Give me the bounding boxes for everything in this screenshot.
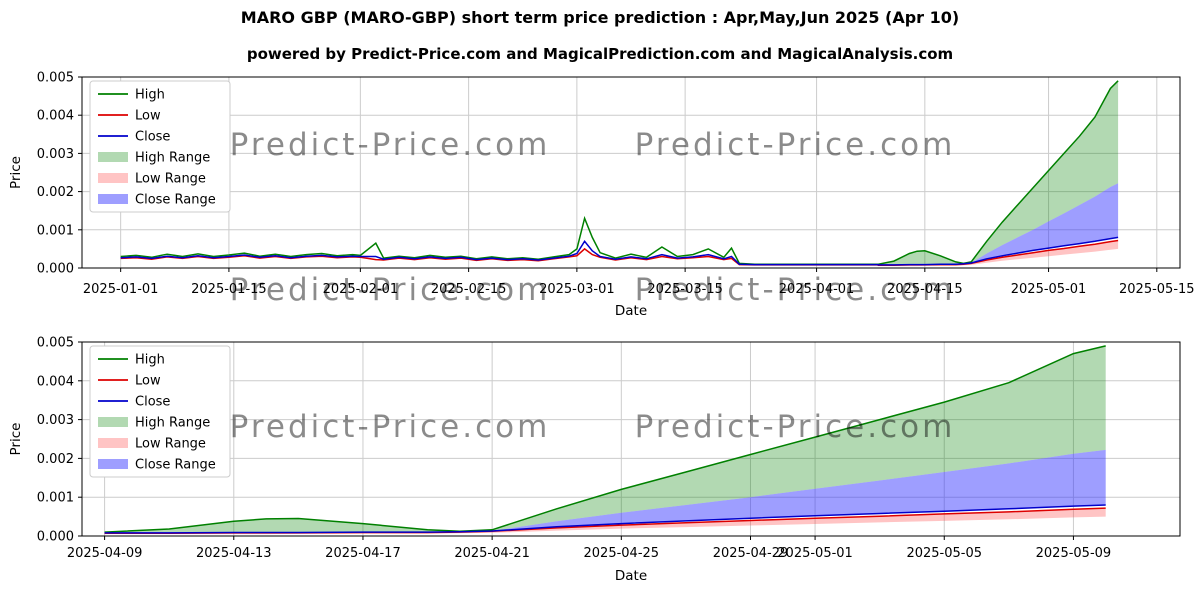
low-range-band (878, 240, 1119, 267)
legend: High Low Close High Range Low Range Close Ran… (89, 80, 231, 213)
legend-label: High (135, 88, 165, 103)
y-tick-label: 0.002 (37, 452, 74, 467)
x-tick-label: 2025-05-01 (1011, 282, 1087, 297)
x-tick-label: 2025-05-15 (1119, 282, 1195, 297)
x-tick-label: 2025-02-15 (431, 282, 507, 297)
x-tick-label: 2025-04-13 (196, 546, 272, 561)
watermark-text: Predict-Price.com (635, 409, 956, 445)
watermark-text: Predict-Price.com (230, 409, 551, 445)
y-tick-label: 0.004 (37, 109, 74, 124)
legend-band-swatch (98, 459, 128, 469)
watermark-text: Predict-Price.com (635, 127, 956, 163)
y-tick-label: 0.004 (37, 374, 74, 389)
axis-ticks: 2025-04-09 2025-04-13 2025-04-17 2025-04-21… (37, 336, 1111, 562)
x-tick-label: 2025-01-15 (191, 282, 267, 297)
high-line (120, 80, 1119, 265)
legend-label: Low Range (135, 437, 206, 452)
legend-label: Close (135, 130, 170, 145)
price-lines (120, 80, 1119, 267)
legend-box (89, 80, 231, 213)
watermark-text: Predict-Price.com (635, 272, 956, 308)
x-tick-label: 2025-01-01 (83, 282, 159, 297)
legend-band-swatch (98, 152, 128, 162)
legend-label: Low (135, 109, 161, 124)
y-tick-label: 0.001 (37, 491, 74, 506)
legend-label: High Range (135, 151, 210, 166)
legend-label: Close Range (135, 458, 216, 473)
plot-border (81, 341, 1181, 537)
price-chart-prediction-zoom: 2025-04-09 2025-04-13 2025-04-17 2025-04-21… (8, 336, 1181, 584)
page-subtitle: powered by Predict-Price.com and Magical… (246, 45, 954, 63)
y-tick-label: 0.005 (37, 336, 74, 351)
y-axis-label: Price (8, 156, 24, 189)
y-tick-label: 0.002 (37, 185, 74, 200)
high-line (104, 345, 1106, 533)
x-axis-label: Date (615, 303, 647, 319)
y-tick-label: 0.005 (37, 71, 74, 86)
watermark-text: Predict-Price.com (230, 127, 551, 163)
legend-band-swatch (98, 417, 128, 427)
close-line (120, 236, 1119, 266)
low-range-band (104, 508, 1106, 535)
close-range-band (878, 183, 1119, 265)
x-tick-label: 2025-05-01 (777, 546, 853, 561)
y-tick-label: 0.003 (37, 413, 74, 428)
legend-label: Low (135, 374, 161, 389)
x-tick-label: 2025-04-21 (454, 546, 530, 561)
price-chart-history-and-prediction: 2025-01-01 2025-01-15 2025-02-01 2025-02-15… (8, 71, 1195, 320)
legend-band-swatch (98, 438, 128, 448)
low-line (120, 239, 1119, 267)
legend-label: Low Range (135, 172, 206, 187)
y-tick-label: 0.003 (37, 147, 74, 162)
x-axis-label: Date (615, 568, 647, 584)
plot-border (81, 76, 1181, 269)
legend-label: Close Range (135, 193, 216, 208)
x-tick-label: 2025-03-01 (539, 282, 615, 297)
legend-label: Close (135, 395, 170, 410)
close-line (104, 504, 1106, 534)
watermark-text: Predict-Price.com (230, 272, 551, 308)
x-tick-label: 2025-04-17 (325, 546, 401, 561)
x-tick-label: 2025-04-25 (584, 546, 660, 561)
x-tick-label: 2025-05-09 (1036, 546, 1112, 561)
y-tick-label: 0.000 (37, 262, 74, 277)
y-tick-label: 0.001 (37, 223, 74, 238)
x-tick-label: 2025-02-01 (323, 282, 399, 297)
legend: High Low Close High Range Low Range Close Ran… (89, 345, 231, 478)
x-tick-label: 2025-04-15 (887, 282, 963, 297)
range-bands (878, 80, 1119, 267)
legend-band-swatch (98, 194, 128, 204)
page-title: MARO GBP (MARO-GBP) short term price pre… (240, 8, 960, 27)
x-tick-label: 2025-03-15 (647, 282, 723, 297)
x-tick-label: 2025-04-01 (779, 282, 855, 297)
close-range-band (104, 449, 1106, 533)
legend-band-swatch (98, 173, 128, 183)
legend-box (89, 345, 231, 478)
x-tick-label: 2025-04-09 (67, 546, 143, 561)
legend-label: High (135, 353, 165, 368)
y-axis-label: Price (8, 423, 24, 456)
legend-label: High Range (135, 416, 210, 431)
x-tick-label: 2025-04-29 (713, 546, 789, 561)
axis-ticks: 2025-01-01 2025-01-15 2025-02-01 2025-02-15… (37, 71, 1195, 298)
x-tick-label: 2025-05-05 (906, 546, 982, 561)
y-tick-label: 0.000 (37, 530, 74, 545)
price-lines (104, 345, 1106, 535)
